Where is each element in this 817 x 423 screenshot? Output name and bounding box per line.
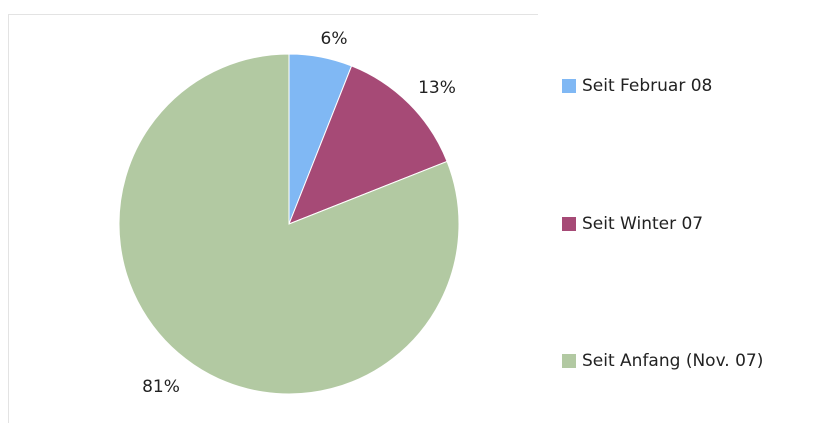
- chart-frame: [8, 14, 538, 423]
- slice-value-label-0: 6%: [321, 29, 348, 49]
- legend-swatch-seit-winter-07: [562, 217, 576, 231]
- slice-value-label-1: 13%: [418, 78, 456, 98]
- legend: Seit Februar 08 Seit Winter 07 Seit Anfa…: [562, 0, 812, 423]
- pie-slice-2: [118, 53, 460, 395]
- legend-label-seit-anfang: Seit Anfang (Nov. 07): [582, 351, 764, 371]
- slice-value-label-2: 81%: [142, 377, 180, 397]
- legend-item-seit-februar-08: Seit Februar 08: [562, 76, 712, 96]
- pie-slice-1: [288, 65, 448, 225]
- legend-item-seit-winter-07: Seit Winter 07: [562, 214, 703, 234]
- legend-item-seit-anfang: Seit Anfang (Nov. 07): [562, 351, 763, 371]
- legend-swatch-seit-februar-08: [562, 79, 576, 93]
- legend-label-seit-februar-08: Seit Februar 08: [582, 76, 713, 96]
- legend-label-seit-winter-07: Seit Winter 07: [582, 214, 704, 234]
- legend-swatch-seit-anfang: [562, 354, 576, 368]
